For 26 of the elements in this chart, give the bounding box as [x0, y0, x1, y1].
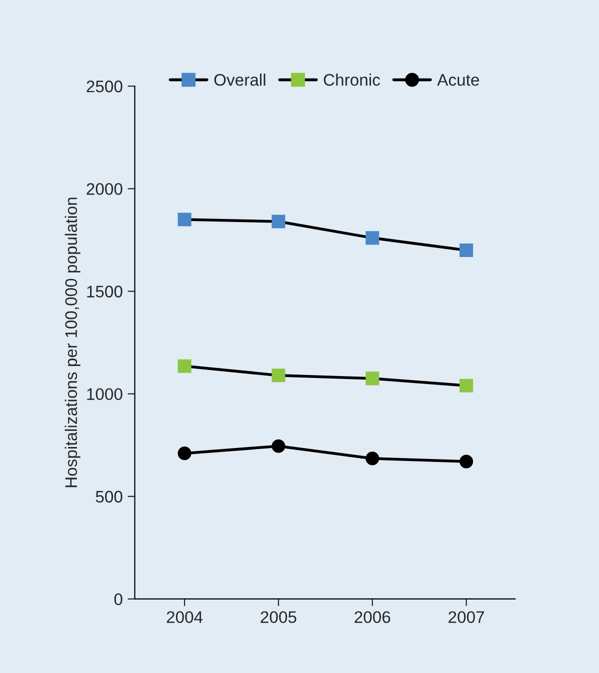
point: [460, 378, 474, 392]
legend-label: Chronic: [324, 74, 380, 86]
y-tick-label: 1000: [87, 388, 122, 400]
point: [460, 243, 474, 258]
y-tick-label: 500: [96, 490, 122, 503]
point: [178, 359, 192, 373]
point: [272, 214, 286, 228]
legend-label: Overall: [214, 74, 266, 86]
point: [366, 231, 380, 245]
legend-label: Acute: [437, 74, 479, 86]
point: [460, 454, 474, 468]
y-tick-label: 2000: [86, 183, 122, 195]
y-axis-title: Hospitalizations per 100,000 population: [64, 198, 80, 488]
point: [178, 446, 192, 460]
point: [272, 368, 286, 382]
x-tick-label: 2007: [448, 611, 484, 624]
point: [178, 212, 192, 226]
point: [366, 452, 380, 466]
x-tick-label: 2004: [166, 611, 203, 624]
x-tick-label: 2006: [354, 611, 390, 624]
point: [366, 372, 380, 386]
y-tick-label: 2500: [86, 80, 122, 92]
x-tick-label: 2005: [260, 611, 296, 624]
y-tick-label: 0: [114, 593, 122, 606]
y-tick-label: 1500: [87, 286, 122, 298]
point: [272, 439, 286, 453]
